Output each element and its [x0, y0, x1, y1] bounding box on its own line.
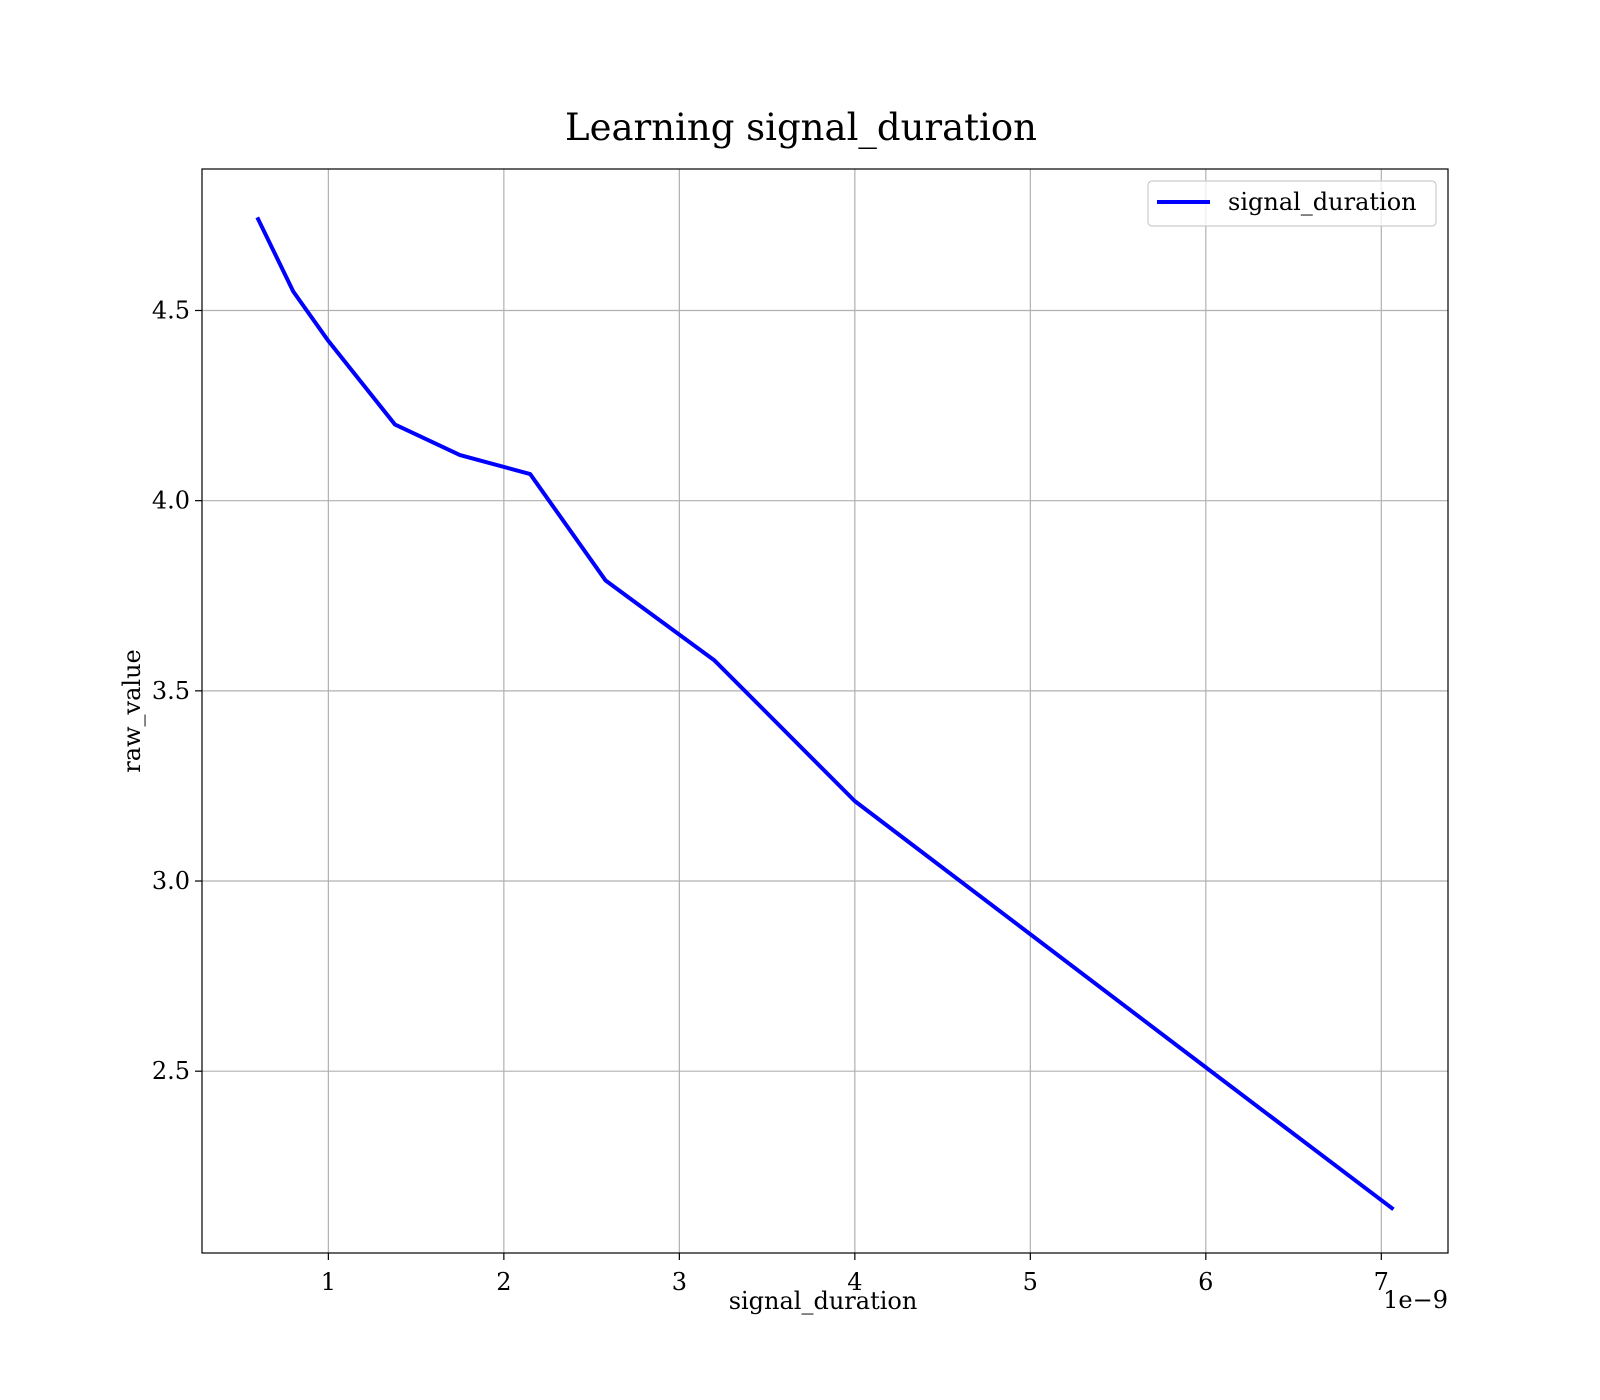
- y-tick-label: 3.0: [152, 867, 190, 895]
- legend-box: [1147, 180, 1437, 227]
- x-tick-label: 4: [847, 1268, 862, 1296]
- legend: signal_duration: [1147, 180, 1437, 227]
- series-layer: [255, 216, 1395, 1211]
- y-tick-label: 2.5: [152, 1057, 190, 1085]
- series-line-signal_duration: [255, 216, 1395, 1211]
- y-axis-label: raw_value: [118, 649, 146, 773]
- chart-title: Learning signal_duration: [565, 106, 1037, 150]
- legend-label: signal_duration: [1228, 188, 1417, 216]
- x-axis-offset-label: 1e−9: [1383, 1286, 1448, 1314]
- plot-frame: [201, 168, 1449, 1254]
- x-tick-label: 2: [496, 1268, 511, 1296]
- x-tick-label: 3: [672, 1268, 687, 1296]
- x-tick-label: 1: [321, 1268, 336, 1296]
- y-tick-label: 4.0: [152, 487, 190, 515]
- x-axis-label: signal_duration: [729, 1287, 918, 1315]
- x-tick-label: 5: [1023, 1268, 1038, 1296]
- x-tick-label: 6: [1198, 1268, 1213, 1296]
- x-tick-label: 7: [1374, 1268, 1389, 1296]
- tick-layer: 1 2 3 4 5 6 7 2.5 3.0 3.5 4.0 4.5: [152, 296, 1389, 1296]
- y-tick-label: 4.5: [152, 296, 190, 324]
- grid-layer: [202, 169, 1448, 1253]
- y-tick-label: 3.5: [152, 677, 190, 705]
